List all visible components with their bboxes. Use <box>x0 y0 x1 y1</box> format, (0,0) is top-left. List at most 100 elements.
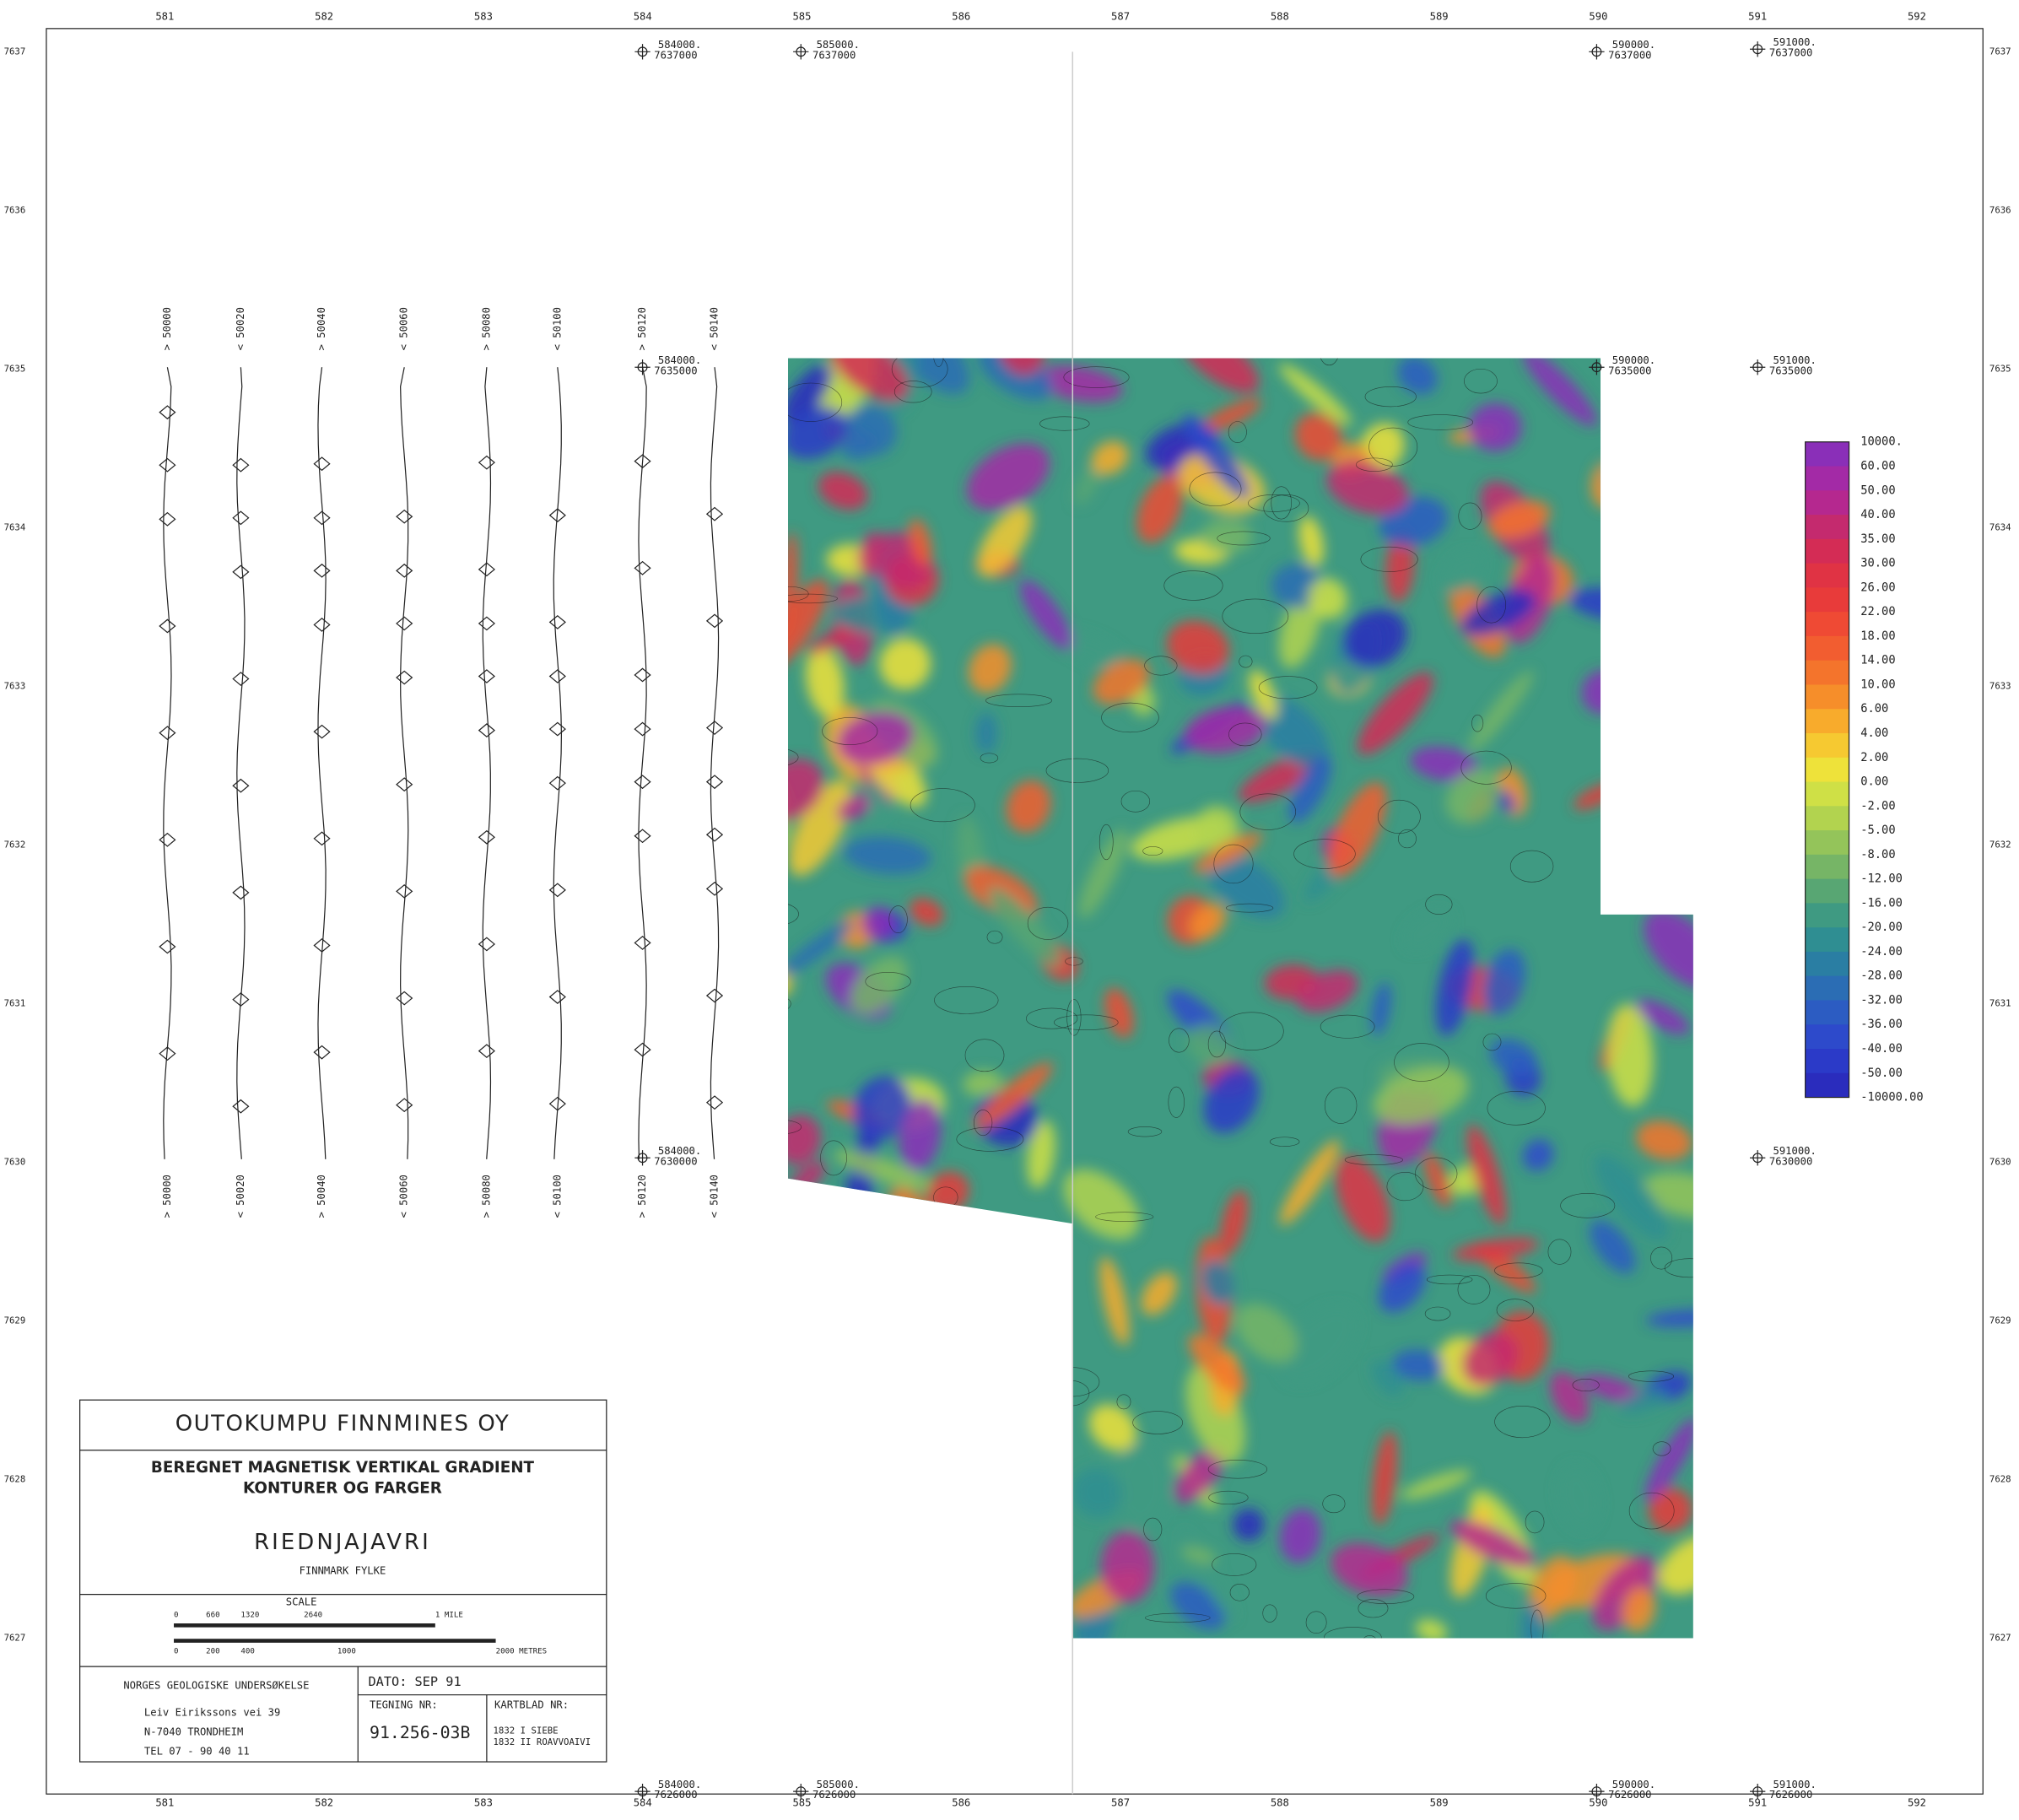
marker-northing: 7630000 <box>1769 1155 1812 1167</box>
color-field <box>838 1245 890 1352</box>
contour <box>766 1492 805 1501</box>
profile-label: > 50040 <box>316 1175 327 1218</box>
station <box>707 508 722 521</box>
profile-label: > 50040 <box>316 307 327 350</box>
color-field <box>975 712 997 753</box>
easting-label: 591 <box>1748 11 1767 23</box>
northing-label: 7632 <box>1989 839 2011 850</box>
legend-swatch <box>1806 806 1849 830</box>
color-field <box>934 1275 1043 1346</box>
date: DATO: SEP 91 <box>368 1674 461 1689</box>
legend-label: -10000.00 <box>1860 1091 1923 1104</box>
easting-label: 590 <box>1589 1796 1607 1808</box>
northing-label: 7629 <box>4 1315 26 1326</box>
easting-label: 592 <box>1908 1796 1926 1808</box>
legend-label: 2.00 <box>1860 751 1888 764</box>
color-field <box>840 1476 927 1558</box>
legend-swatch <box>1806 1000 1849 1024</box>
scale-tick-label: 1000 <box>337 1647 356 1655</box>
legend-label: 60.00 <box>1860 460 1895 473</box>
contour <box>872 1520 899 1553</box>
legend-swatch <box>1806 976 1849 1001</box>
station <box>314 618 329 631</box>
contour <box>1000 1578 1052 1595</box>
station <box>314 564 329 577</box>
station <box>479 456 494 469</box>
color-field <box>926 1424 964 1499</box>
station <box>397 778 412 791</box>
legend-swatch <box>1806 467 1849 491</box>
station <box>634 937 650 949</box>
legend-label: 18.00 <box>1860 629 1895 643</box>
legend-swatch <box>1806 927 1849 952</box>
legend-swatch <box>1806 490 1849 515</box>
contour <box>823 1267 877 1283</box>
legend-swatch <box>1806 1049 1849 1073</box>
contour <box>764 996 791 1012</box>
color-field <box>1612 825 1656 870</box>
easting-label: 585 <box>792 1796 811 1808</box>
color-field <box>756 1286 804 1378</box>
legend-label: 14.00 <box>1860 654 1895 667</box>
color-field <box>816 1458 877 1524</box>
legend-swatch <box>1806 903 1849 927</box>
station <box>314 725 329 737</box>
profile-label: < 50100 <box>551 307 563 350</box>
legend-swatch <box>1806 636 1849 661</box>
legend-label: -16.00 <box>1860 896 1903 910</box>
contour <box>1637 755 1663 776</box>
station <box>550 722 565 735</box>
station <box>479 937 494 950</box>
easting-label: 583 <box>474 1796 493 1808</box>
legend-label: -2.00 <box>1860 799 1895 813</box>
easting-label: 587 <box>1111 11 1130 23</box>
color-field <box>1100 1531 1154 1602</box>
profile-label: > 50000 <box>161 1175 173 1218</box>
contour <box>1360 1635 1379 1660</box>
profile-line <box>164 367 171 1159</box>
color-field <box>883 1305 920 1346</box>
station <box>550 883 565 896</box>
map-sheet: OUTOKUMPU FINNMINES OY BEREGNET MAGNETIS… <box>0 0 2019 1820</box>
legend-label: -28.00 <box>1860 969 1903 983</box>
legend-swatch <box>1806 684 1849 709</box>
legend-label: 26.00 <box>1860 581 1895 594</box>
profile-line <box>237 367 245 1159</box>
marker-northing: 7637000 <box>1769 46 1812 58</box>
scale-label: SCALE <box>286 1596 317 1607</box>
legend-label: -5.00 <box>1860 824 1895 837</box>
profile-label: > 50120 <box>636 307 648 350</box>
contour <box>933 1352 972 1380</box>
northing-label: 7628 <box>4 1474 26 1485</box>
color-field <box>768 783 789 849</box>
profile-line <box>639 367 646 1159</box>
station <box>159 459 175 472</box>
northing-label: 7633 <box>1989 680 2011 691</box>
contour <box>772 1368 794 1379</box>
scale-tick-label: 200 <box>206 1647 220 1655</box>
easting-label: 586 <box>952 11 970 23</box>
address: N-7040 TRONDHEIM <box>144 1725 243 1737</box>
legend-swatch <box>1806 515 1849 539</box>
legend-swatch <box>1806 587 1849 612</box>
station <box>707 614 722 627</box>
legend-label: 50.00 <box>1860 483 1895 497</box>
area-name: RIEDNJAJAVRI <box>254 1530 431 1555</box>
color-field <box>877 1393 915 1427</box>
station <box>634 775 650 788</box>
contour <box>769 1523 831 1547</box>
station <box>233 1100 248 1113</box>
contour <box>1009 1266 1023 1277</box>
color-field <box>1627 732 1690 808</box>
easting-label: 584 <box>634 11 652 23</box>
station <box>479 617 494 629</box>
northing-label: 7630 <box>1989 1156 2011 1167</box>
legend-label: 10.00 <box>1860 678 1895 691</box>
station <box>397 671 412 683</box>
legend-swatch <box>1806 879 1849 904</box>
legend-swatch <box>1806 1073 1849 1098</box>
profile-label: < 50060 <box>398 307 410 350</box>
legend-swatch <box>1806 1024 1849 1049</box>
color-field <box>843 1505 935 1573</box>
northing-label: 7637 <box>1989 46 2011 57</box>
